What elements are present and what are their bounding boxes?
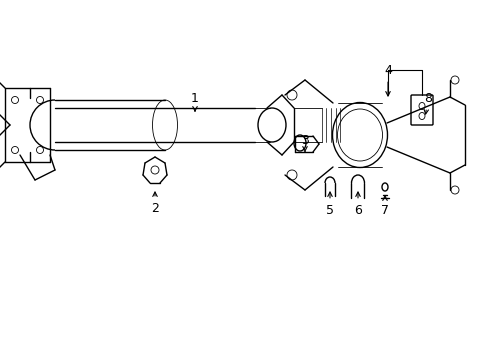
- Text: 7: 7: [380, 196, 388, 216]
- Text: 5: 5: [325, 192, 333, 216]
- Text: 6: 6: [353, 192, 361, 216]
- Text: 4: 4: [383, 63, 391, 96]
- Text: 1: 1: [191, 91, 199, 111]
- Text: 8: 8: [423, 91, 431, 114]
- Text: 2: 2: [151, 192, 159, 215]
- Text: 3: 3: [301, 134, 308, 152]
